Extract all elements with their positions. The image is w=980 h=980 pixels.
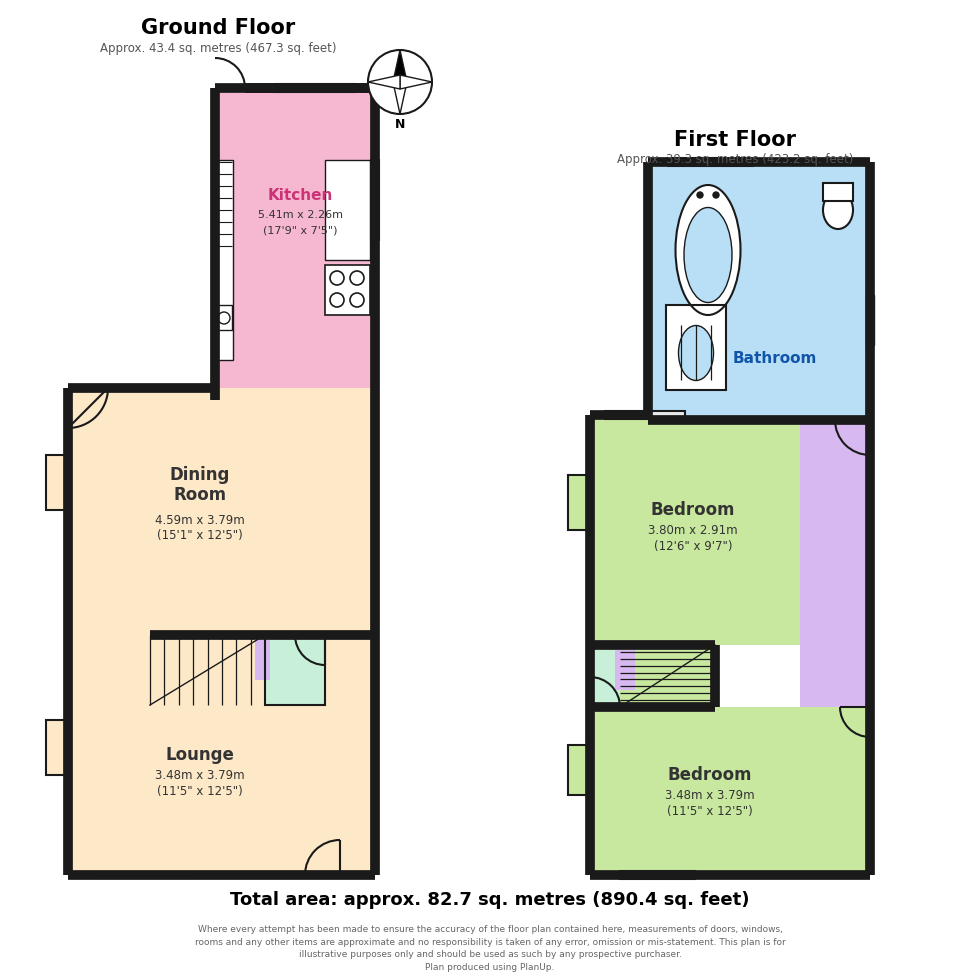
Bar [98,872,188,878]
Bar [605,411,685,419]
Bar [668,158,753,166]
Bar [371,160,379,240]
Text: 5.41m x 2.26m: 5.41m x 2.26m [258,210,342,220]
Bar [568,475,590,530]
Bar [590,645,620,707]
Bar [866,295,874,345]
Bar [275,84,355,92]
Ellipse shape [684,208,732,303]
Bar [46,455,68,510]
Bar [605,411,685,419]
Bar [590,707,870,875]
Bar [265,635,325,705]
Text: Bedroom: Bedroom [667,766,753,784]
Circle shape [368,50,432,114]
Bar [590,415,800,645]
Text: 4.59m x 3.79m: 4.59m x 3.79m [155,514,245,526]
Bar [666,305,726,390]
Circle shape [350,271,364,285]
Bar [568,745,590,795]
Bar [215,160,233,360]
Bar [568,475,590,530]
Bar [275,84,355,92]
Bar [620,871,695,879]
Text: (11'5" x 12'5"): (11'5" x 12'5") [667,805,753,817]
Bar [590,645,715,707]
Circle shape [218,312,230,324]
Bar [46,720,68,775]
Bar [615,650,635,690]
Polygon shape [368,75,400,89]
Text: 3.48m x 3.79m: 3.48m x 3.79m [665,789,755,802]
Bar [325,265,370,315]
Text: (11'5" x 12'5"): (11'5" x 12'5") [157,785,243,798]
Bar [568,745,590,795]
Bar [325,160,370,260]
Text: Approx. 39.3 sq. metres (423.2 sq. feet): Approx. 39.3 sq. metres (423.2 sq. feet) [616,153,854,166]
Bar [800,415,870,875]
Bar [648,162,870,420]
Text: (15'1" x 12'5"): (15'1" x 12'5") [157,528,243,542]
Bar [620,871,695,879]
Text: (12'6" x 9'7"): (12'6" x 9'7") [654,540,732,553]
Text: Room: Room [173,486,226,504]
Bar [46,720,68,775]
Text: 3.48m x 3.79m: 3.48m x 3.79m [155,768,245,781]
Bar [866,295,874,345]
Polygon shape [400,75,432,89]
Text: Bathroom: Bathroom [733,351,817,366]
Bar [325,160,370,260]
Bar [666,305,726,390]
Text: Total area: approx. 82.7 sq. metres (890.4 sq. feet): Total area: approx. 82.7 sq. metres (890… [230,891,750,909]
Text: Dining: Dining [170,466,230,484]
Circle shape [330,271,344,285]
Ellipse shape [675,185,741,315]
Text: First Floor: First Floor [674,130,796,150]
Circle shape [713,192,719,198]
Bar [668,158,753,166]
Text: Lounge: Lounge [166,746,234,764]
Bar [215,160,233,360]
Text: Bedroom: Bedroom [651,501,735,519]
Text: Approx. 43.4 sq. metres (467.3 sq. feet): Approx. 43.4 sq. metres (467.3 sq. feet) [100,42,336,55]
Circle shape [697,192,703,198]
Text: Where every attempt has been made to ensure the accuracy of the floor plan conta: Where every attempt has been made to ens… [195,925,785,971]
Bar [216,305,232,330]
Text: (17'9" x 7'5"): (17'9" x 7'5") [263,225,337,235]
Bar [255,640,270,680]
Bar [823,183,853,201]
Bar [46,455,68,510]
Bar [215,88,375,400]
Bar [325,265,370,315]
Polygon shape [393,50,407,82]
Bar [98,872,188,878]
Circle shape [330,293,344,307]
Bar [371,160,379,240]
Ellipse shape [823,191,853,229]
Bar [216,305,232,330]
Text: N: N [395,118,405,130]
Bar [265,635,325,705]
Text: 3.80m x 2.91m: 3.80m x 2.91m [648,523,738,536]
Text: Kitchen: Kitchen [268,187,332,203]
Bar [68,388,375,875]
Ellipse shape [678,325,713,380]
Polygon shape [393,82,407,114]
Circle shape [350,293,364,307]
Text: Ground Floor: Ground Floor [141,18,295,38]
